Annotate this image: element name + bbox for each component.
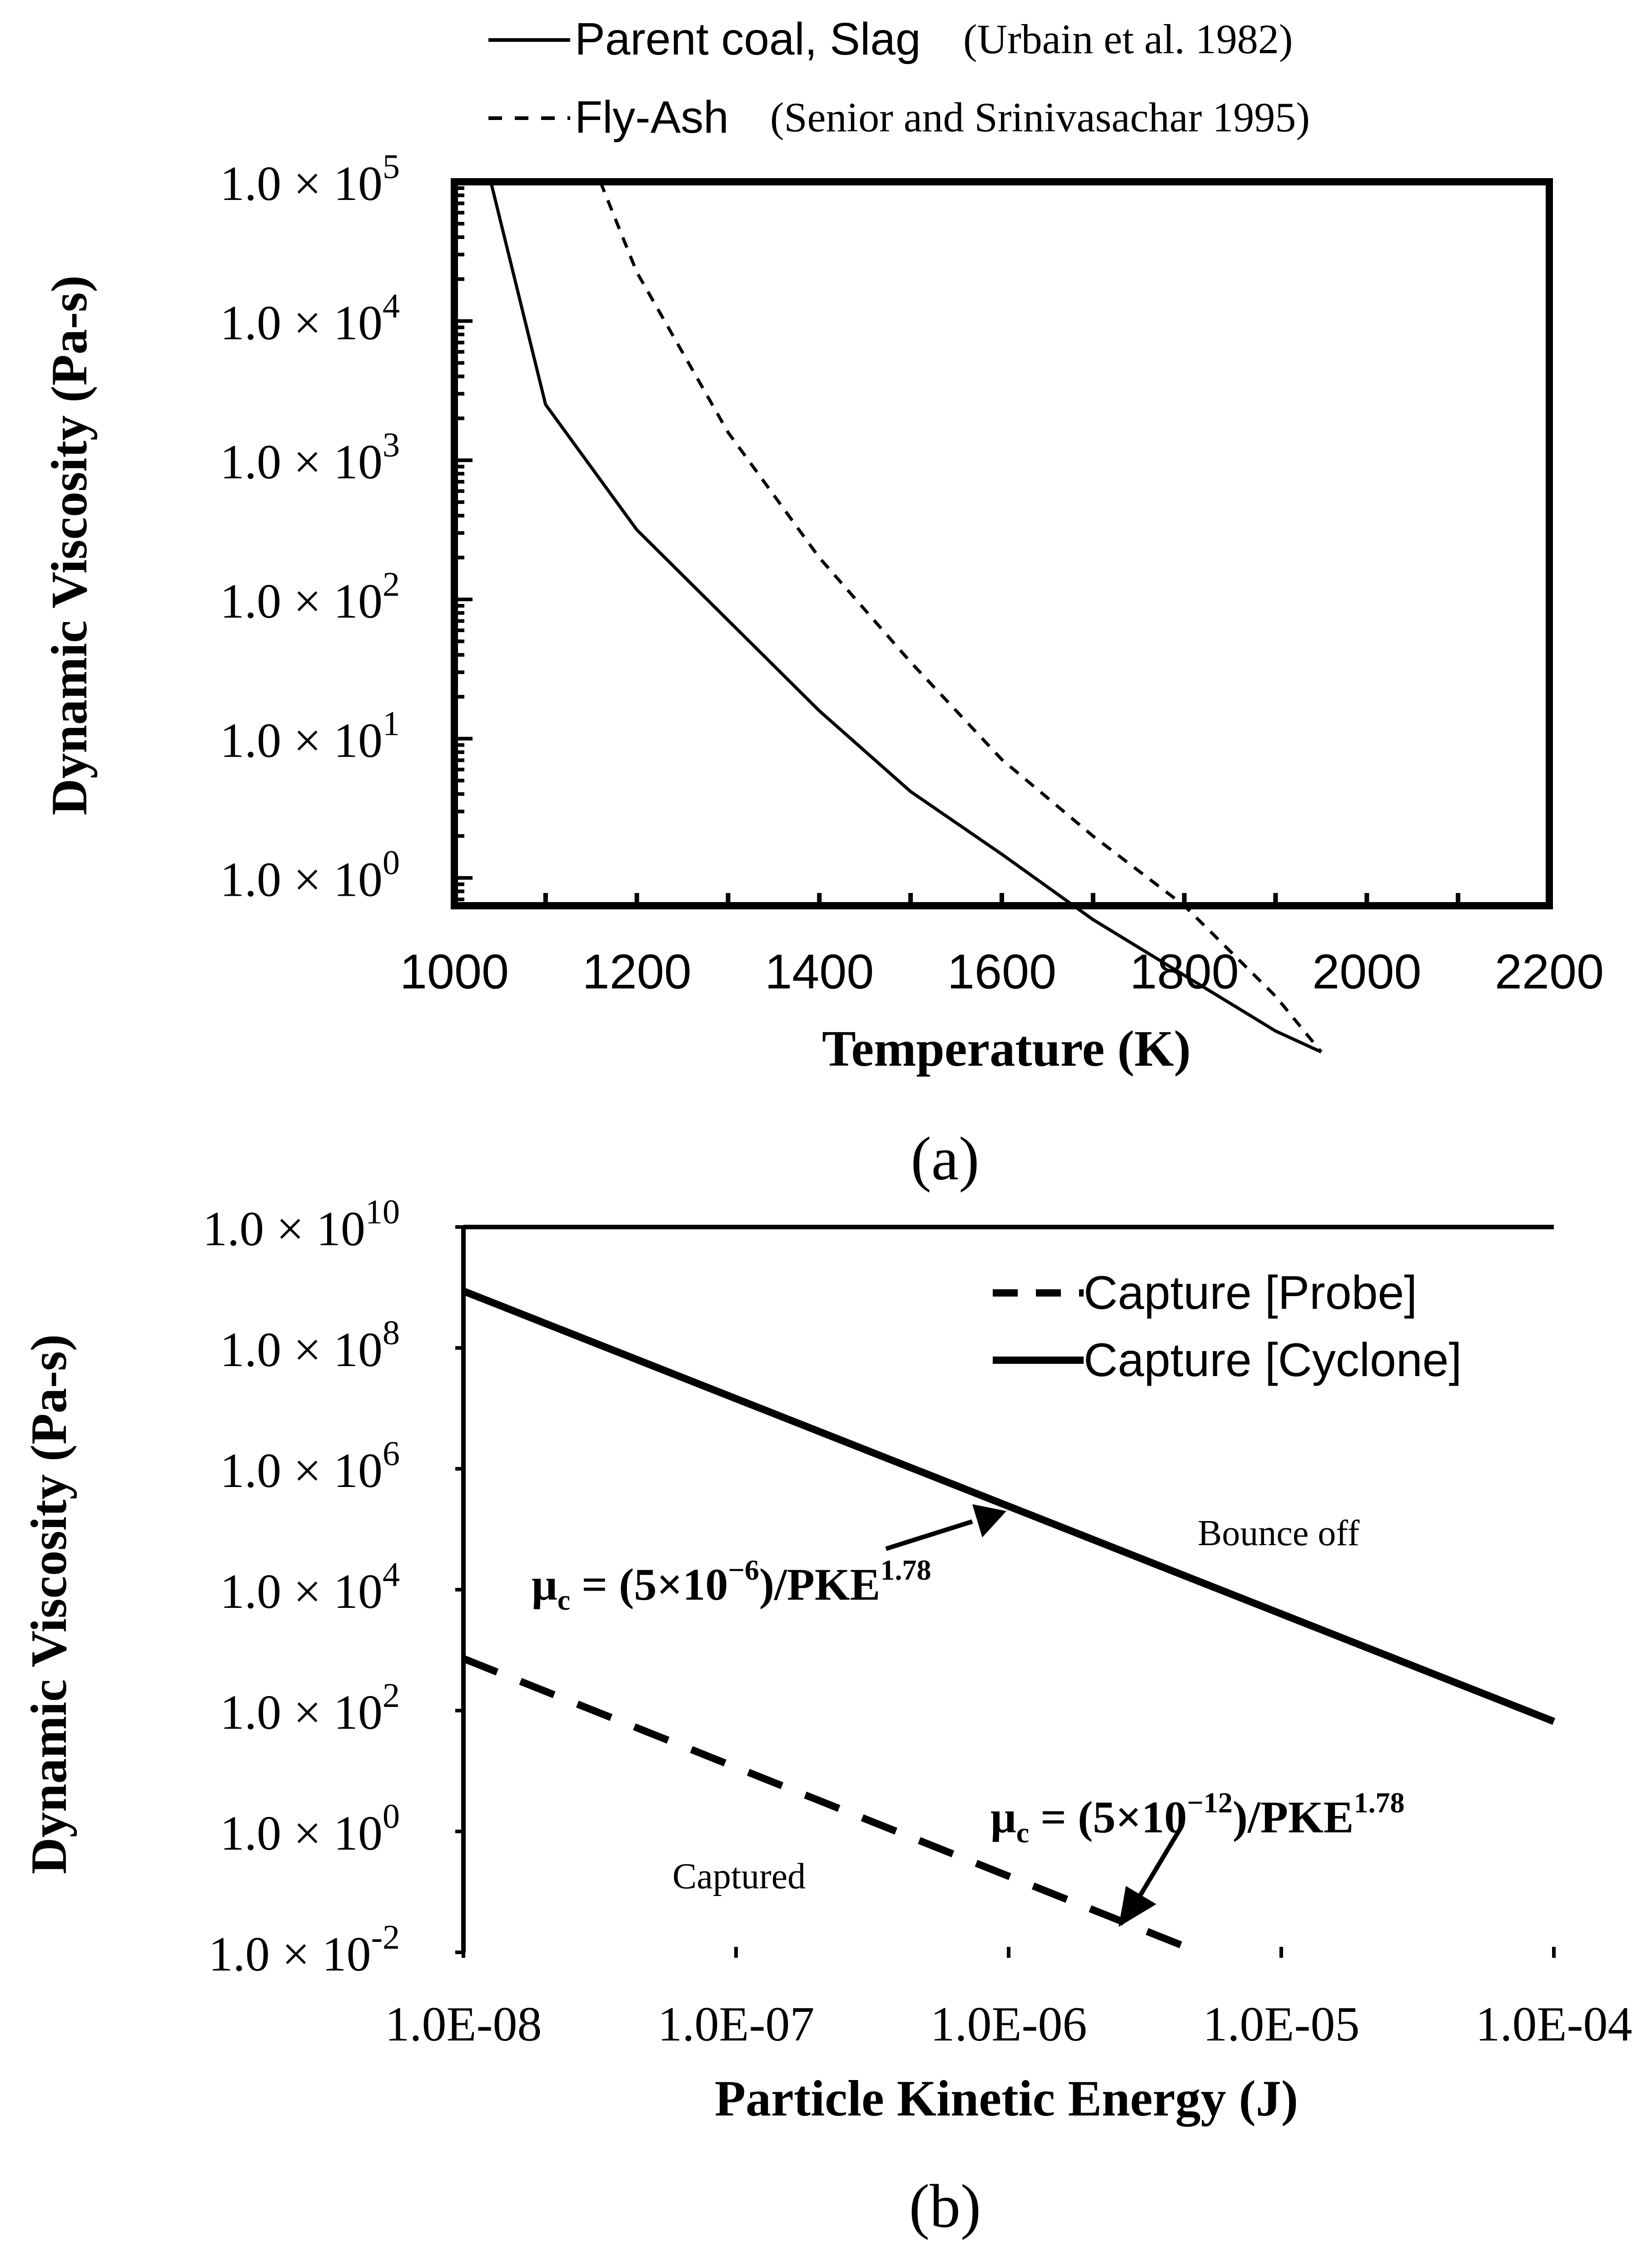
- y-ticks-b: 1.0 × 1010 1.0 × 108 1.0 × 106 1.0 × 104 1.0…: [203, 1193, 463, 1981]
- series-line-probe: [462, 1655, 1201, 1956]
- panel-a: Parent coal, Slag (Urbain et al. 1982) F…: [41, 14, 1604, 1193]
- x-tick-label-b: 1.0E-04: [1476, 1997, 1632, 2051]
- y-tick-label-a: 1.0 × 102: [220, 565, 400, 629]
- series-line-slag: [489, 181, 1322, 1053]
- y-tick-label-b: 1.0 × 10-2: [209, 1918, 400, 1981]
- caption-a: (a): [911, 1125, 980, 1193]
- x-tick-label-a: 2200: [1495, 944, 1604, 999]
- arrow-probe: [1119, 1826, 1184, 1927]
- series-a: [489, 181, 1323, 1053]
- x-axis-title-a: Temperature (K): [822, 1021, 1191, 1077]
- y-axis-title-a: Dynamic Viscosity (Pa-s): [41, 275, 98, 815]
- series-line-flyash: [599, 181, 1323, 1053]
- x-ticks-b: 1.0E-08 1.0E-07 1.0E-06 1.0E-05 1.0E-04: [385, 1947, 1632, 2051]
- legend-cite-flyash: (Senior and Srinivasachar 1995): [770, 94, 1310, 140]
- legend-label-probe: Capture [Probe]: [1084, 1267, 1417, 1319]
- y-tick-label-b: 1.0 × 102: [220, 1676, 400, 1740]
- formula-cyclone: μc = (5×10−6)/PKE1.78: [532, 1554, 931, 1616]
- legend-cite-slag: (Urbain et al. 1982): [963, 16, 1293, 62]
- y-tick-label-b: 1.0 × 108: [220, 1314, 400, 1377]
- y-tick-label-b: 1.0 × 104: [220, 1556, 400, 1619]
- y-tick-label-a: 1.0 × 104: [220, 287, 400, 350]
- y-tick-label-a: 1.0 × 103: [220, 426, 400, 489]
- x-tick-label-a: 2000: [1312, 944, 1421, 999]
- series-b: [462, 1287, 1555, 1956]
- x-tick-label-b: 1.0E-06: [930, 1997, 1087, 2051]
- arrowhead-cyclone: [972, 1504, 1006, 1537]
- x-tick-label-a: 1000: [400, 944, 509, 999]
- region-bounce-off: Bounce off: [1198, 1513, 1360, 1553]
- y-tick-label-b: 1.0 × 1010: [203, 1193, 400, 1256]
- x-axis-title-b: Particle Kinetic Energy (J): [715, 2070, 1298, 2127]
- y-tick-label-a: 1.0 × 101: [220, 704, 400, 768]
- y-ticks-a: 1.0 × 105 1.0 × 104 1.0 × 103 1.0 × 102 1.0 …: [220, 148, 473, 907]
- caption-b: (b): [909, 2172, 981, 2240]
- x-tick-label-b: 1.0E-07: [658, 1997, 815, 2051]
- y-tick-label-a: 1.0 × 105: [220, 148, 400, 211]
- y-axis-title-b: Dynamic Viscosity (Pa-s): [21, 1334, 77, 1874]
- x-tick-label-a: 1600: [947, 944, 1056, 999]
- y-tick-label-a: 1.0 × 100: [220, 844, 400, 907]
- plot-frame-a: [451, 178, 1553, 909]
- x-tick-label-a: 1200: [582, 944, 692, 999]
- legend-label-flyash: Fly-Ash: [575, 92, 729, 143]
- legend-b: Capture [Probe] Capture [Cyclone]: [993, 1267, 1462, 1387]
- formula-probe: μc = (5×10−12)/PKE1.78: [990, 1786, 1405, 1849]
- region-captured: Captured: [672, 1856, 806, 1896]
- legend-a: Parent coal, Slag (Urbain et al. 1982) F…: [488, 14, 1310, 143]
- x-tick-label-a: 1400: [765, 944, 874, 999]
- x-tick-label-b: 1.0E-05: [1203, 1997, 1360, 2051]
- series-line-cyclone: [462, 1287, 1555, 1725]
- y-tick-label-b: 1.0 × 106: [220, 1435, 400, 1498]
- panel-b: 1.0E-08 1.0E-07 1.0E-06 1.0E-05 1.0E-04 1.0 …: [21, 1193, 1632, 2240]
- legend-label-slag: Parent coal, Slag: [575, 14, 921, 65]
- arrow-cyclone: [885, 1504, 1006, 1551]
- x-tick-label-b: 1.0E-08: [385, 1997, 542, 2051]
- y-tick-label-b: 1.0 × 100: [220, 1797, 400, 1861]
- legend-label-cyclone: Capture [Cyclone]: [1084, 1334, 1462, 1387]
- arrowhead-probe: [1119, 1886, 1156, 1927]
